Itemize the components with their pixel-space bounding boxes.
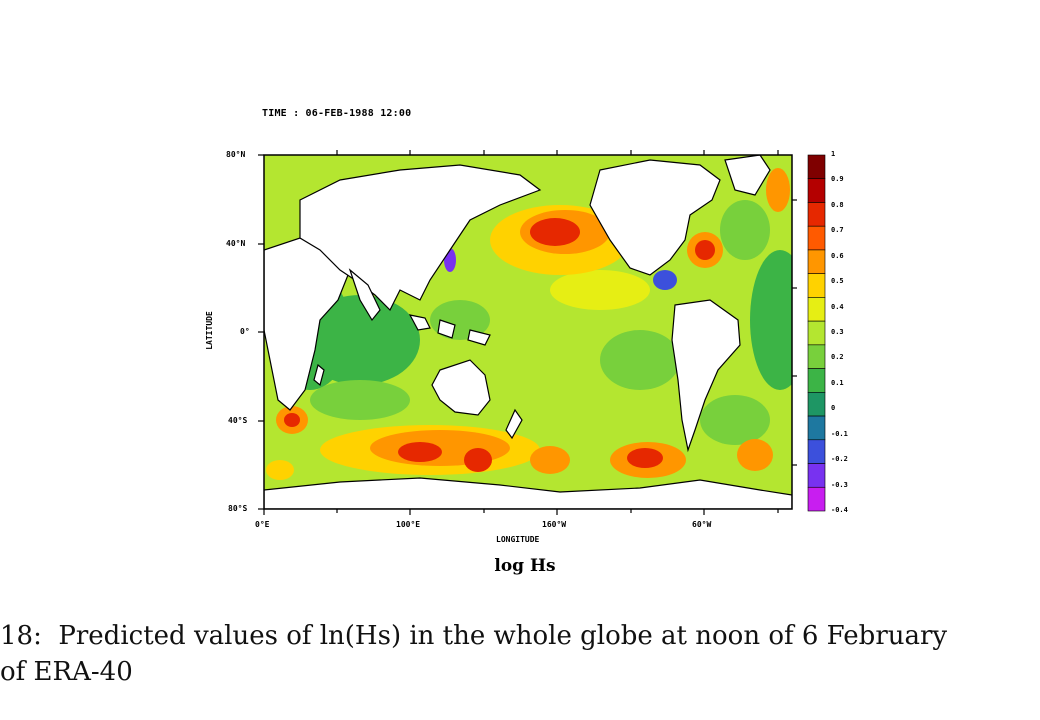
panel-title: log Hs [0,556,1040,576]
colorbar-swatch [807,225,826,251]
atlantic-field [750,250,792,390]
india [348,268,381,322]
caption-line-1: 18: Predicted values of ln(Hs) in the wh… [0,621,948,651]
colorbar-tick-label: 0.5 [831,277,844,286]
colorbar-swatch [807,392,826,417]
lat-tick-label: 80°S [228,504,248,513]
lat-tick-label: 40°S [228,416,248,425]
x-axis-title: LONGITUDE [496,535,540,544]
colorbar-swatch [807,202,826,227]
lon-tick-label: 0°E [255,520,270,529]
south-america [671,299,741,453]
colorbar-tick-label: 0.3 [831,328,844,336]
madagascar [313,363,325,387]
tick-marks [258,150,797,515]
south-pacific-east-red [627,448,663,468]
colorbar-tick-label: 0.4 [831,302,844,311]
colorbar-tick-label: 0 [831,404,836,413]
south-indian-field [310,380,410,420]
colorbar-swatch [807,368,826,393]
colorbar-swatch [807,486,826,512]
lat-tick-label: 0° [240,327,250,336]
southwest-indian-yellow [266,460,294,480]
australia [431,359,491,416]
eurasia [299,164,542,312]
south-africa-red [284,413,300,427]
colorbar-tick-label: 0.7 [831,226,844,235]
colorbar-swatch [807,273,826,298]
gulf-low-wave [653,270,677,290]
far-north-atlantic-orange [766,168,790,212]
colorbar-swatch [807,320,826,346]
colorbar-tick-label: 0.8 [831,200,844,209]
greenland [724,155,771,196]
land-masses [264,155,792,509]
east-pacific-field [600,330,680,390]
new-guinea [467,329,491,346]
lon-tick-label: 160°W [542,520,567,529]
southern-ocean-red-1 [398,442,442,462]
colorbar-swatch [807,297,826,322]
borneo [437,319,456,339]
lat-tick-label: 40°N [226,239,246,248]
figure-caption: 18: Predicted values of ln(Hs) in the wh… [0,618,947,690]
north-america [589,159,721,276]
colorbar-swatch [807,463,826,488]
southern-ocean-red-2 [464,448,492,472]
lat-tick-label: 80°N [226,150,246,159]
y-axis-title: LATITUDE [204,311,214,350]
panel-title-text: log Hs [494,556,556,576]
lon-tick-label: 100°E [396,520,421,529]
time-label: TIME : 06-FEB-1988 12:00 [262,108,412,119]
south-atlantic-orange [737,439,773,471]
north-pacific-red [530,218,580,246]
sumatra [408,314,431,331]
new-zealand [505,408,523,440]
colorbar-tick-label: 0.9 [831,175,844,184]
north-atlantic-red [695,240,715,260]
colorbar-tick-label: -0.3 [831,480,848,489]
colorbar-swatch [807,178,826,203]
colorbar-tick-label: 1 [831,150,836,158]
antarctica [264,477,792,509]
colorbar-swatch [807,249,826,274]
colorbar-tick-label: -0.1 [831,429,848,438]
colorbar-swatch [807,154,826,180]
colorbar-swatch [807,439,826,464]
caption-line-2: of ERA-40 [0,657,133,687]
colorbar-tick-label: -0.4 [831,506,848,514]
lon-tick-label: 60°W [692,520,712,529]
colorbar-tick-label: -0.2 [831,455,848,464]
north-atlantic-field [720,200,770,260]
colorbar-swatch [807,344,826,369]
south-atlantic-field [700,395,770,445]
colorbar-tick-label: 0.2 [831,353,844,362]
colorbar-swatch [807,415,826,441]
colorbar-tick-label: 0.1 [831,378,844,387]
south-pacific-orange [530,446,570,474]
colorbar [807,154,826,512]
central-pacific-field [550,270,650,310]
colorbar-tick-label: 0.6 [831,251,844,260]
wave-height-field [264,155,792,509]
